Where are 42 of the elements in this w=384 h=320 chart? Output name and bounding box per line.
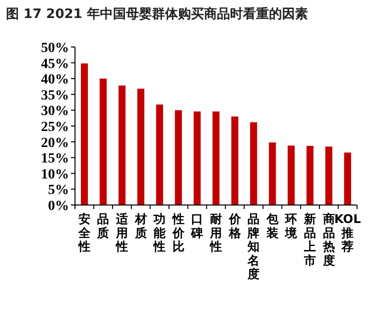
bar xyxy=(80,63,88,205)
y-tick-label: 20% xyxy=(41,136,69,151)
y-tick-label: 45% xyxy=(41,56,69,72)
bar xyxy=(250,122,258,205)
bar xyxy=(288,146,295,205)
y-tick-label: 0% xyxy=(48,199,69,214)
x-tick-label: 耐用性 xyxy=(209,212,222,254)
bar xyxy=(194,111,201,205)
bar xyxy=(212,111,220,205)
bar xyxy=(268,142,276,205)
bar xyxy=(325,146,332,205)
x-tick-label: 性价比 xyxy=(171,212,186,254)
x-tick-label: 材质 xyxy=(134,212,147,240)
y-tick-label: 15% xyxy=(41,152,69,167)
y-tick-label: 40% xyxy=(41,72,69,88)
bar xyxy=(174,110,182,205)
x-tick-label: KOL推荐 xyxy=(334,212,362,254)
bar xyxy=(156,104,164,205)
x-tick-label: 环境 xyxy=(284,212,298,240)
x-tick-label: 品质 xyxy=(96,212,110,240)
y-tick-label: 5% xyxy=(48,183,69,198)
x-tick-label: 功能性 xyxy=(152,212,167,254)
x-tick-label: 口碑 xyxy=(190,212,204,240)
y-tick-label: 50% xyxy=(41,41,69,56)
x-tick-label: 包装 xyxy=(265,212,280,240)
chart-title: 图 17 2021 年中国母婴群体购买商品时看重的因素 xyxy=(6,6,308,22)
x-tick-label: 适用性 xyxy=(115,212,129,254)
x-tick-label: 安全性 xyxy=(77,212,92,254)
bar xyxy=(306,146,314,205)
bar xyxy=(344,152,352,205)
y-tick-label: 25% xyxy=(41,120,69,135)
bar xyxy=(100,78,107,205)
y-tick-label: 35% xyxy=(41,88,69,104)
x-tick-label: 新品上市 xyxy=(303,212,316,268)
x-tick-label: 价格 xyxy=(228,212,242,240)
x-tick-label: 商品热度 xyxy=(322,212,335,268)
y-tick-label: 30% xyxy=(41,104,69,120)
bar xyxy=(137,88,144,205)
y-tick-label: 10% xyxy=(41,167,69,182)
x-tick-label: 品牌知名度 xyxy=(246,212,260,282)
bar xyxy=(231,116,238,205)
bar xyxy=(118,86,126,205)
